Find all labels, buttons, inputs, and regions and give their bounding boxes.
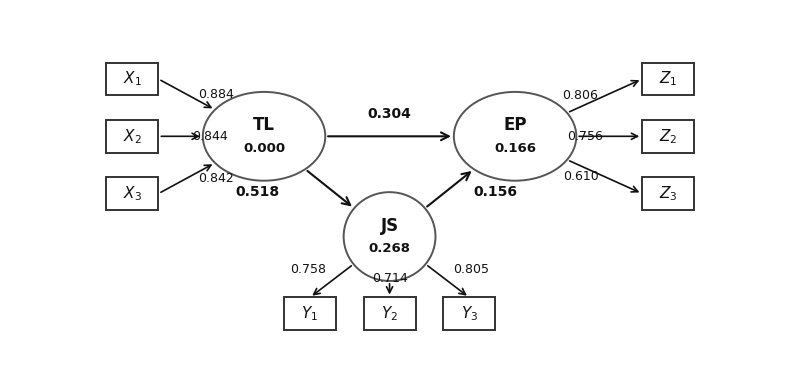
Ellipse shape — [344, 192, 435, 281]
Text: 0.000: 0.000 — [243, 142, 285, 155]
Text: JS: JS — [381, 217, 399, 235]
FancyBboxPatch shape — [642, 120, 694, 153]
FancyBboxPatch shape — [107, 120, 159, 153]
Text: 0.805: 0.805 — [453, 263, 490, 276]
Text: $Y_{3}$: $Y_{3}$ — [461, 305, 478, 323]
FancyBboxPatch shape — [284, 298, 336, 330]
Ellipse shape — [453, 92, 577, 181]
FancyBboxPatch shape — [642, 177, 694, 210]
FancyBboxPatch shape — [107, 62, 159, 96]
Text: 0.610: 0.610 — [562, 170, 599, 183]
Text: 0.758: 0.758 — [290, 263, 325, 276]
Text: $X_{3}$: $X_{3}$ — [123, 184, 142, 203]
Text: 0.714: 0.714 — [371, 272, 408, 285]
Text: 0.304: 0.304 — [367, 106, 412, 121]
Text: 0.756: 0.756 — [567, 130, 603, 143]
Text: 0.806: 0.806 — [562, 89, 599, 102]
Text: 0.166: 0.166 — [494, 142, 536, 155]
Text: 0.156: 0.156 — [473, 185, 517, 199]
Text: $Y_{2}$: $Y_{2}$ — [381, 305, 398, 323]
Text: 0.884: 0.884 — [198, 88, 234, 101]
Text: $Y_{1}$: $Y_{1}$ — [302, 305, 318, 323]
Text: 0.268: 0.268 — [369, 242, 411, 255]
Text: 0.844: 0.844 — [192, 130, 228, 143]
FancyBboxPatch shape — [107, 177, 159, 210]
Text: 0.842: 0.842 — [198, 172, 234, 185]
Text: 0.518: 0.518 — [235, 185, 280, 199]
Text: $X_{1}$: $X_{1}$ — [123, 70, 142, 89]
Text: $Z_{2}$: $Z_{2}$ — [659, 127, 677, 146]
Text: $Z_{3}$: $Z_{3}$ — [659, 184, 678, 203]
FancyBboxPatch shape — [642, 62, 694, 96]
Text: $X_{2}$: $X_{2}$ — [123, 127, 142, 146]
Text: $Z_{1}$: $Z_{1}$ — [659, 70, 677, 89]
Text: EP: EP — [503, 116, 527, 134]
Ellipse shape — [203, 92, 325, 181]
Text: TL: TL — [253, 116, 275, 134]
FancyBboxPatch shape — [363, 298, 416, 330]
FancyBboxPatch shape — [443, 298, 495, 330]
